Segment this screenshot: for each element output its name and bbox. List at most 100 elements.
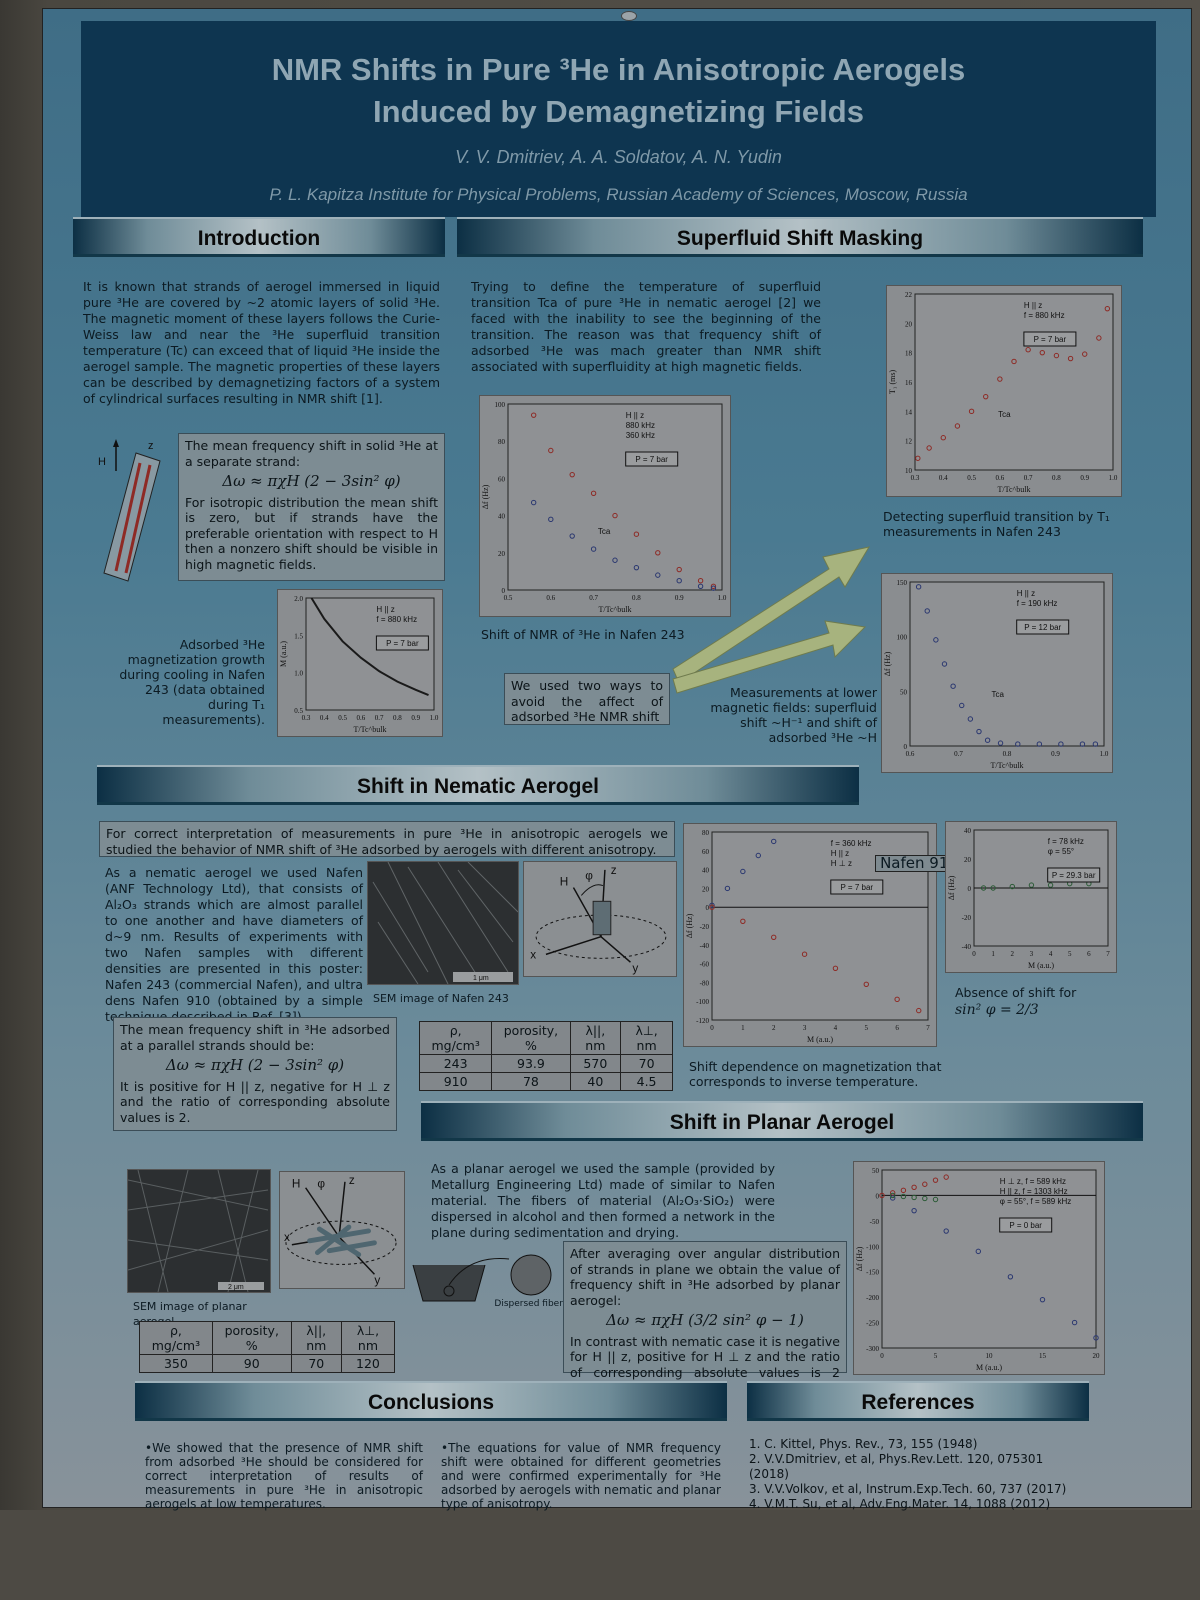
data-point — [954, 423, 961, 429]
chart-shift-243: 0.5 0.6 0.7 0.8 0.9 1.0 0 20 40 60 80 100 T/Tc^bulk Δ… — [479, 395, 731, 617]
data-point — [890, 1192, 896, 1199]
planar-equation: Δω ≈ πχH (3/2 sin² φ − 1) — [606, 1311, 804, 1329]
x-tick-label: 0.7 — [1024, 474, 1033, 482]
y-tick-label: -80 — [700, 979, 710, 987]
data-point — [915, 584, 922, 590]
chart-label: P = 7 bar — [635, 455, 668, 464]
references-list: 1. C. Kittel, Phys. Rev., 73, 155 (1948)… — [749, 1437, 1085, 1512]
chart-annotation: Tca — [998, 410, 1011, 419]
sem-planar-scale: 2 μm — [228, 1284, 244, 1291]
data-point — [1015, 741, 1021, 747]
y-tick-label: 100 — [897, 634, 908, 642]
chart-nematic-243: 0 1 2 3 4 5 6 7 -120 -100 -80 -60 -40 -20 0 20 40 60 80 M (… — [683, 823, 937, 1047]
x-axis-label: T/Tc^bulk — [998, 485, 1031, 494]
chart-annotation: Tca — [991, 690, 1004, 699]
legend-entry: f = 880 kHz — [1024, 311, 1065, 320]
data-point — [709, 902, 715, 909]
nematic-equation: Δω ≈ πχH (2 − 3sin² φ) — [165, 1056, 345, 1074]
data-point — [941, 661, 948, 667]
x-tick-label: 7 — [1106, 950, 1110, 958]
ways-box: We used two ways to avoid the affect of … — [504, 673, 670, 725]
y-tick-label: -20 — [700, 923, 710, 931]
x-tick-label: 1 — [741, 1024, 745, 1032]
y-tick-label: -40 — [962, 943, 972, 951]
nematic-box-text1: The mean frequency shift in ³He adsorbed… — [120, 1022, 390, 1053]
table-cell: 570 — [569, 1054, 622, 1073]
data-point — [997, 740, 1004, 746]
poster-title: NMR Shifts in Pure ³He in Anisotropic Ae… — [81, 49, 1156, 133]
legend-entry: f = 360 kHz — [831, 839, 872, 848]
data-point — [950, 683, 956, 689]
intro-header: Introduction — [73, 217, 445, 257]
y-tick-label: 2.0 — [294, 595, 303, 603]
data-point — [612, 512, 618, 519]
data-point — [530, 412, 537, 418]
legend-entry: 880 kHz — [626, 421, 655, 430]
chart-legend: H || zf = 190 kHz — [1017, 589, 1058, 608]
x-tick-label: 3 — [1030, 950, 1034, 958]
planar-box-text1: After averaging over angular distributio… — [570, 1246, 840, 1308]
sem-nafen-image: 1 μm — [367, 861, 519, 985]
data-point — [1009, 883, 1015, 890]
y-tick-label: 40 — [498, 513, 506, 521]
planar-eq-box: After averaging over angular distributio… — [563, 1241, 847, 1395]
data-point — [967, 716, 974, 722]
x-tick-label: 0.9 — [1080, 474, 1089, 482]
data-point — [926, 445, 932, 451]
x-tick-label: 5 — [1068, 950, 1072, 958]
y-tick-label: 20 — [905, 320, 913, 328]
x-tick-label: 0 — [710, 1024, 714, 1032]
nem-y-label: y — [632, 962, 638, 975]
intro-box: The mean frequency shift in solid ³He at… — [178, 433, 445, 581]
y-tick-label: 60 — [498, 475, 506, 483]
x-tick-label: 0.5 — [338, 714, 347, 722]
data-point — [724, 885, 731, 892]
y-tick-label: 12 — [905, 438, 913, 446]
intro-box-text2: For isotropic distribution the mean shif… — [185, 494, 438, 572]
plot-area — [881, 1169, 1097, 1349]
nem-x-label: x — [530, 948, 536, 961]
table-header-cell: porosity, % — [491, 1021, 571, 1055]
data-point — [530, 499, 537, 506]
data-point — [1092, 741, 1099, 747]
y-tick-label: 14 — [905, 408, 913, 416]
chart-t1: 0.3 0.4 0.5 0.6 0.7 0.8 0.9 1.0 10 12 14 16 18 20 22 T/… — [886, 285, 1122, 497]
x-tick-label: 0.7 — [375, 714, 384, 722]
data-point — [1028, 882, 1035, 888]
title-banner: NMR Shifts in Pure ³He in Anisotropic Ae… — [81, 21, 1156, 217]
data-point — [933, 637, 939, 643]
data-point — [1053, 352, 1060, 359]
nem-H-label: H — [560, 876, 569, 889]
x-tick-label: 6 — [1087, 950, 1091, 958]
planar-box-text2: In contrast with nematic case it is nega… — [570, 1333, 840, 1396]
x-tick-label: 2 — [1011, 950, 1015, 958]
table-cell: 90 — [211, 1354, 292, 1373]
x-tick-label: 0.9 — [675, 594, 684, 602]
data-point — [1067, 355, 1074, 362]
chart-label: P = 7 bar — [841, 883, 874, 892]
data-point — [710, 585, 717, 591]
absence-equation: sin² φ = 2/3 — [955, 1002, 1039, 1018]
data-point — [548, 447, 554, 454]
x-tick-label: 0.7 — [954, 750, 963, 758]
y-axis-label: Δf (Hz) — [883, 651, 892, 676]
data-point — [1096, 335, 1102, 341]
data-point — [590, 490, 597, 496]
data-point — [1104, 305, 1111, 312]
x-axis-label: T/Tc^bulk — [354, 725, 387, 734]
pla-x-label: x — [284, 1231, 290, 1244]
y-tick-label: 20 — [964, 856, 972, 864]
table-cell: 93.9 — [491, 1054, 571, 1073]
data-point — [1079, 741, 1086, 747]
masking-caption-low: Measurements at lower magnetic fields: s… — [710, 685, 877, 745]
authors: V. V. Dmitriev, A. A. Soldatov, A. N. Yu… — [455, 147, 782, 167]
data-point — [922, 1181, 928, 1187]
table-cell: 243 — [418, 1054, 493, 1073]
x-tick-label: 10 — [986, 1352, 994, 1360]
sedimentation-diagram — [412, 1254, 552, 1302]
data-point — [959, 702, 965, 709]
data-point — [771, 838, 777, 845]
chart-magnetization: 0.3 0.4 0.5 0.6 0.7 0.8 0.9 1.0 0.5 1.0 1.5 2.0 T/Tc… — [277, 589, 443, 737]
x-tick-label: 2 — [772, 1024, 776, 1032]
